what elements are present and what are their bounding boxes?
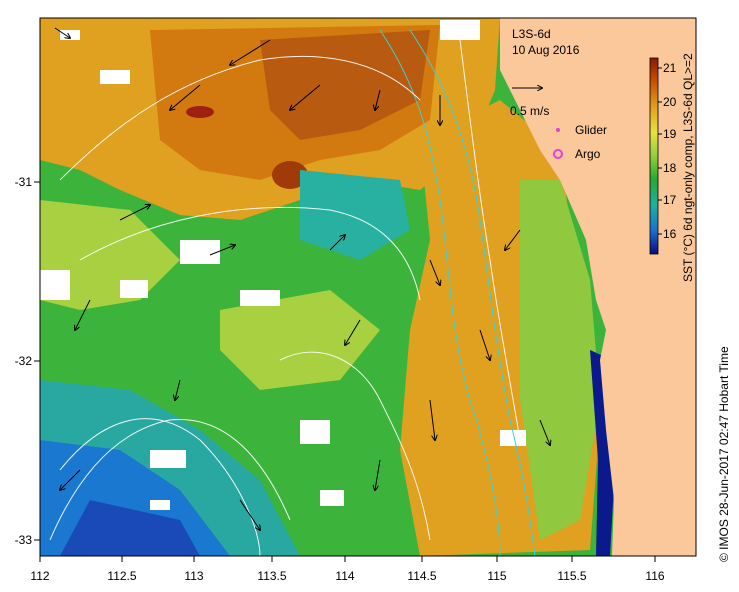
x-tick-label: 116 <box>645 569 664 583</box>
vector-scale-label: 0.5 m/s <box>510 104 549 118</box>
y-tick-label: -33 <box>15 533 33 547</box>
colorbar-tick-label: 19 <box>663 127 677 141</box>
x-tick-label: 114 <box>335 569 354 583</box>
colorbar-tick-label: 18 <box>663 161 677 175</box>
colorbar-tick-label: 16 <box>663 227 677 241</box>
x-tick-label: 115.5 <box>557 569 586 583</box>
y-axis <box>34 181 40 541</box>
colorbar-tick-label: 20 <box>663 95 677 109</box>
x-tick-label: 114.5 <box>407 569 436 583</box>
x-axis <box>39 556 656 562</box>
x-tick-label: 115 <box>487 569 506 583</box>
x-tick-label: 113.5 <box>257 569 286 583</box>
colorbar-title: SST (°C) 6d ngt-only comp, L3S-6d QL>=2 <box>681 53 695 282</box>
gear-ring-icon <box>553 149 563 159</box>
colorbar-tick-label: 21 <box>663 61 677 75</box>
y-tick-label: -31 <box>15 175 33 189</box>
x-tick-label: 112.5 <box>107 569 136 583</box>
colorbar <box>649 57 659 255</box>
x-tick-label: 112 <box>30 569 49 583</box>
colorbar-ticks <box>658 67 662 235</box>
product-label: L3S-6d <box>512 27 551 41</box>
current-vectors <box>54 27 550 530</box>
sst-field <box>40 18 696 556</box>
y-tick-label: -32 <box>15 354 33 368</box>
date-label: 10 Aug 2016 <box>512 43 580 57</box>
credit-label: © IMOS 28-Jun-2017 02:47 Hobart Time <box>717 346 731 562</box>
dot-icon <box>556 128 560 132</box>
legend-argo-label: Argo <box>575 147 601 161</box>
x-tick-label: 113 <box>184 569 203 583</box>
legend-glider-label: Glider <box>575 123 607 137</box>
plot-frame <box>39 17 697 557</box>
colorbar-tick-label: 17 <box>663 193 677 207</box>
